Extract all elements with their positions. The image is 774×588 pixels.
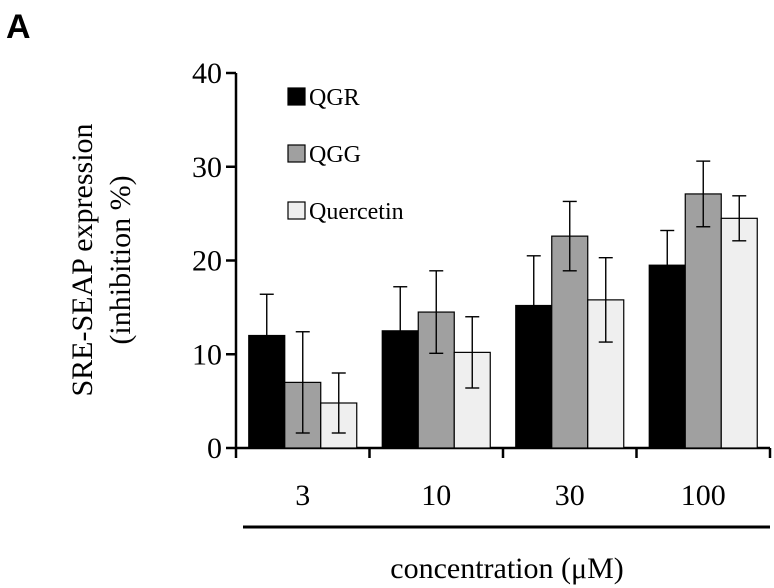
- x-tick-label: 30: [555, 479, 585, 512]
- y-tick-label: 20: [192, 245, 222, 278]
- legend: QGR QGG Quercetin: [288, 85, 404, 225]
- y-axis-label: SRE-SEAP expression (inhibition %): [66, 123, 137, 396]
- y-tick-label: 0: [207, 432, 222, 465]
- bar-qgg-100: [685, 194, 721, 448]
- y-tick-label: 30: [192, 151, 222, 184]
- x-tick-label: 10: [421, 479, 451, 512]
- bars: [249, 194, 758, 448]
- legend-label-qgg: QGG: [309, 142, 361, 168]
- x-tick-label: 100: [681, 479, 726, 512]
- y-tick-label: 40: [192, 57, 222, 90]
- x-axis-label: concentration (μM): [390, 552, 624, 585]
- x-tick-labels: 3 10 30 100: [295, 479, 726, 512]
- legend-label-quercetin: Quercetin: [309, 199, 404, 225]
- y-axis-label-line-2: (inhibition %): [104, 175, 137, 344]
- x-tick-label: 3: [295, 479, 310, 512]
- legend-swatch-qgg: [288, 145, 305, 162]
- legend-swatch-quercetin: [288, 202, 305, 219]
- legend-label-qgr: QGR: [309, 85, 360, 111]
- y-tick-label: 10: [192, 338, 222, 371]
- bar-quercetin-100: [721, 218, 757, 448]
- y-axis-label-line-1: SRE-SEAP expression: [66, 123, 99, 396]
- legend-swatch-qgr: [288, 88, 305, 105]
- panel-label: A: [6, 8, 31, 46]
- y-tick-labels: 0 10 20 30 40: [192, 57, 222, 465]
